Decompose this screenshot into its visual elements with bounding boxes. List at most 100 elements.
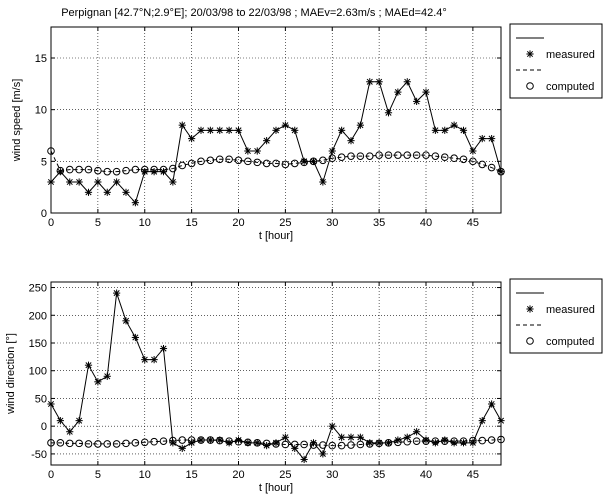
computed-point	[347, 441, 355, 449]
measured-point	[47, 178, 55, 186]
computed-point	[422, 437, 430, 445]
measured-point	[356, 433, 364, 441]
computed-point	[103, 440, 112, 448]
computed-point	[169, 164, 177, 173]
y-tick-label: 250	[29, 283, 47, 295]
y-tick-label: 0	[41, 208, 47, 220]
measured-point	[197, 126, 205, 134]
computed-point	[262, 439, 271, 448]
computed-point	[431, 437, 440, 445]
measured-point	[103, 188, 111, 196]
legend-measured-label: measured	[546, 304, 595, 316]
legend-computed-label: computed	[546, 336, 594, 348]
computed-point	[365, 440, 374, 448]
measured-point	[84, 188, 93, 196]
measured-point	[450, 121, 458, 129]
computed-point	[450, 154, 458, 163]
measured-point	[75, 178, 83, 186]
computed-point	[47, 147, 55, 155]
measured-point	[338, 126, 346, 134]
computed-point	[309, 157, 318, 166]
measured-point	[206, 126, 214, 134]
computed-point	[272, 159, 280, 168]
computed-point	[431, 152, 440, 160]
measured-point	[431, 439, 439, 447]
measured-point	[300, 455, 308, 464]
computed-point	[253, 158, 262, 167]
computed-point	[337, 441, 346, 450]
measured-point	[291, 444, 299, 452]
measured-point	[431, 126, 439, 134]
legend-box	[509, 278, 603, 354]
measured-point	[131, 199, 139, 207]
computed-point	[225, 155, 233, 164]
computed-point	[497, 167, 505, 176]
measured-point	[291, 126, 299, 134]
computed-point	[487, 163, 496, 172]
measured-point	[216, 126, 224, 134]
computed-point	[103, 167, 112, 176]
y-tick-label: 50	[35, 393, 47, 405]
measured-point	[131, 333, 139, 342]
computed-point	[487, 436, 496, 444]
computed-point	[94, 440, 102, 448]
measured-point	[75, 417, 83, 425]
measured-point	[178, 444, 186, 452]
x-tick-label: 20	[232, 217, 244, 229]
measured-point	[113, 289, 121, 297]
x-tick-label: 45	[467, 217, 479, 229]
measured-point	[169, 178, 177, 186]
measured-point	[328, 422, 336, 430]
measured-point	[319, 450, 327, 458]
x-tick-label: 0	[48, 217, 54, 229]
legend-measured-marker	[526, 50, 534, 58]
computed-point	[159, 437, 168, 445]
wind-speed-chart: 0 5 10 15 20 25 30 35 40 45 0 5 10 15 t [hour] wind spe…	[11, 23, 603, 242]
measured-point	[178, 121, 186, 129]
computed-point	[75, 165, 83, 174]
measured-point	[488, 400, 496, 408]
computed-point	[290, 440, 299, 449]
computed-point	[375, 151, 383, 159]
computed-point	[347, 152, 355, 160]
x-tick-label: 35	[373, 217, 385, 229]
computed-point	[169, 436, 177, 445]
measured-point	[281, 121, 289, 129]
computed-point	[187, 436, 196, 444]
plot-area	[50, 281, 502, 466]
computed-point	[206, 156, 215, 165]
measured-point	[281, 433, 289, 441]
x-tick-label: 10	[139, 217, 151, 229]
x-tick-label: 45	[467, 469, 479, 481]
computed-point	[319, 441, 327, 449]
measured-point	[497, 417, 505, 425]
computed-point	[412, 437, 421, 445]
computed-point	[197, 157, 205, 166]
computed-point	[122, 439, 130, 448]
legend-computed-marker	[526, 82, 534, 90]
measured-point	[497, 168, 505, 176]
computed-point	[384, 151, 393, 159]
computed-point	[75, 439, 83, 448]
legend-box	[509, 23, 603, 99]
measured-point	[94, 378, 102, 386]
measured-point	[459, 439, 468, 447]
computed-point	[84, 165, 93, 174]
x-tick-label: 30	[326, 217, 338, 229]
computed-point	[150, 437, 158, 446]
measured-point	[319, 178, 327, 186]
computed-point	[469, 436, 477, 445]
y-axis-label: wind speed [m/s]	[11, 79, 23, 163]
computed-point	[281, 440, 290, 449]
x-tick-label: 5	[95, 217, 101, 229]
measured-point	[375, 78, 383, 86]
x-tick-label: 40	[420, 217, 432, 229]
measured-point	[94, 178, 102, 186]
computed-point	[178, 436, 187, 444]
computed-point	[300, 158, 308, 167]
computed-point	[384, 439, 393, 447]
computed-point	[309, 441, 318, 449]
x-tick-label: 5	[95, 469, 101, 481]
computed-point	[403, 437, 412, 446]
